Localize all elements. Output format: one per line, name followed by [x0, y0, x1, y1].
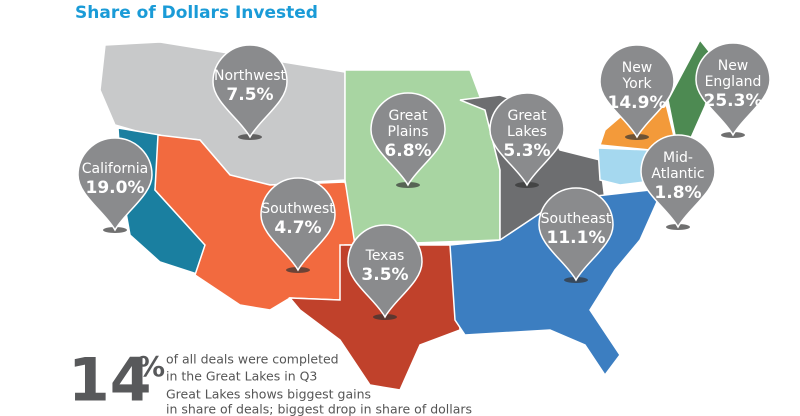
title: Share of Dollars Invested: [75, 3, 318, 23]
pin-value: 19.0%: [86, 178, 145, 198]
pin-marker: [489, 92, 565, 187]
pin-name: Great: [508, 108, 547, 124]
pin-value: 1.8%: [654, 183, 701, 203]
pin-name: Mid-: [663, 150, 693, 166]
pin-marker: [347, 224, 423, 319]
pin-marker: [538, 187, 614, 282]
pin-value: 11.1%: [547, 228, 606, 248]
pin-marker: [370, 92, 446, 187]
pin-value: 25.3%: [704, 91, 763, 111]
pin-name: England: [705, 74, 762, 90]
pin-marker: [695, 42, 771, 137]
pin-name: York: [621, 76, 652, 92]
stat-number: 14: [68, 346, 152, 416]
pin-name: Plains: [388, 124, 429, 140]
pin-name: New: [622, 60, 653, 76]
pin-value: 4.7%: [274, 218, 321, 238]
pin-name: Great: [389, 108, 428, 124]
pin-value: 5.3%: [503, 141, 550, 161]
note-line: in share of deals; biggest drop in share…: [166, 402, 472, 416]
pin-value: 7.5%: [226, 85, 273, 105]
pin-value: 3.5%: [361, 265, 408, 285]
pin-name: Southeast: [541, 211, 612, 227]
pin-marker: [599, 44, 675, 139]
pin-marker: [77, 137, 153, 232]
pin-value: 6.8%: [384, 141, 431, 161]
pin-name: Atlantic: [651, 166, 704, 182]
pin-name: Northwest: [214, 68, 287, 84]
pin-name: Southwest: [261, 201, 335, 217]
stat-unit: %: [137, 350, 165, 383]
pin-name: California: [82, 161, 148, 177]
pin-name: Texas: [365, 248, 405, 264]
pin-name: New: [718, 58, 749, 74]
stat-line: in the Great Lakes in Q3: [166, 369, 317, 384]
pin-name: Lakes: [507, 124, 547, 140]
stat-line: of all deals were completed: [166, 352, 339, 367]
pin-value: 14.9%: [608, 93, 667, 113]
note-line: Great Lakes shows biggest gains: [166, 387, 371, 402]
pin-marker: [260, 177, 336, 272]
pin-marker: [212, 44, 288, 139]
pin-marker: [640, 134, 716, 229]
